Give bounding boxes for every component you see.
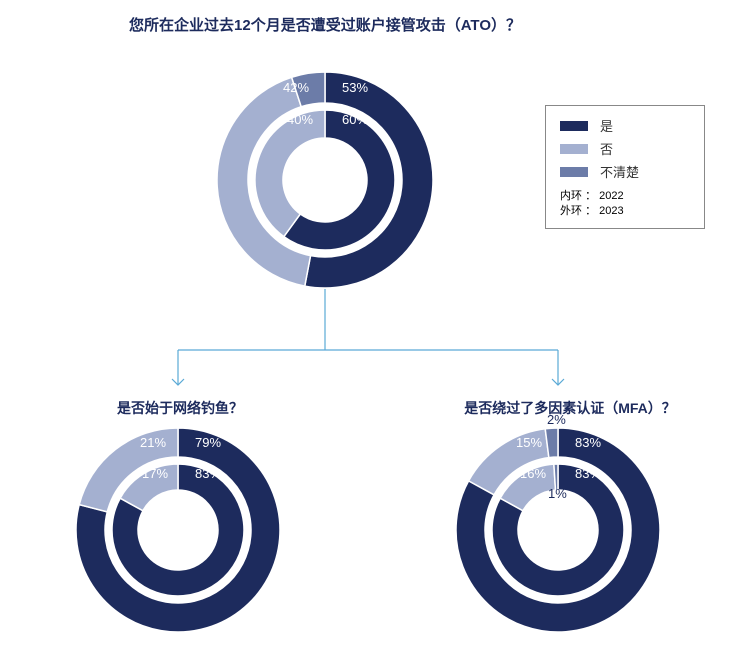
pct-label: 60% <box>342 112 368 127</box>
charts-svg <box>0 0 751 666</box>
legend-outer-year: 2023 <box>599 205 623 217</box>
legend-swatch-unsure <box>560 167 588 177</box>
pct-label: 83% <box>195 466 221 481</box>
pct-label: 15% <box>516 435 542 450</box>
pct-label: 40% <box>287 112 313 127</box>
legend-sub: 内环 ： 2022 外环 ： 2023 <box>560 189 690 220</box>
legend-row-yes: 是 <box>560 116 690 135</box>
pct-label: 21% <box>140 435 166 450</box>
pct-label: 83% <box>575 466 601 481</box>
pct-label: 42% <box>283 80 309 95</box>
legend-label-unsure: 不清楚 <box>600 162 639 181</box>
connector-lines <box>172 289 564 385</box>
donut-hole <box>138 490 218 570</box>
donut-hole <box>518 490 598 570</box>
pct-label: 79% <box>195 435 221 450</box>
legend-label-yes: 是 <box>600 116 613 135</box>
legend-outer-label: 外环 <box>560 205 582 217</box>
legend-row-unsure: 不清楚 <box>560 162 690 181</box>
donut-hole <box>283 138 367 222</box>
pct-label: 83% <box>575 435 601 450</box>
legend-box: 是 否 不清楚 内环 ： 2022 外环 ： 2023 <box>545 105 705 229</box>
legend-row-no: 否 <box>560 139 690 158</box>
legend-inner-year: 2022 <box>599 190 623 202</box>
legend-outer-line: 外环 ： 2023 <box>560 204 690 219</box>
legend-swatch-no <box>560 144 588 154</box>
pct-label: 1% <box>548 486 567 501</box>
pct-label: 53% <box>342 80 368 95</box>
legend-inner-line: 内环 ： 2022 <box>560 189 690 204</box>
legend-label-no: 否 <box>600 139 613 158</box>
pct-label: 2% <box>547 412 566 427</box>
pct-label: 17% <box>142 466 168 481</box>
legend-swatch-yes <box>560 121 588 131</box>
legend-inner-label: 内环 <box>560 190 582 202</box>
pct-label: 16% <box>520 466 546 481</box>
